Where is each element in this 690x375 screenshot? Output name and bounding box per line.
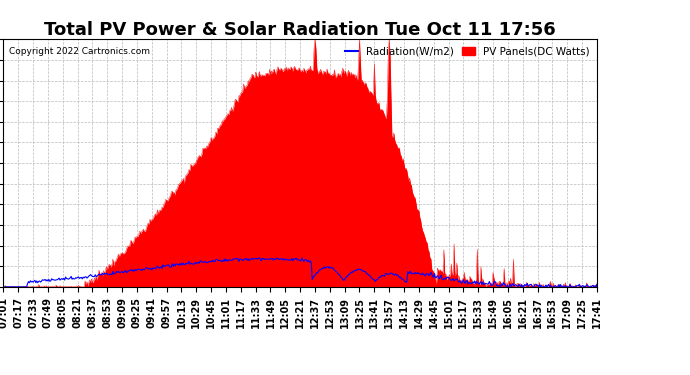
Legend: Radiation(W/m2), PV Panels(DC Watts): Radiation(W/m2), PV Panels(DC Watts): [343, 45, 591, 59]
Text: Copyright 2022 Cartronics.com: Copyright 2022 Cartronics.com: [10, 47, 150, 56]
Title: Total PV Power & Solar Radiation Tue Oct 11 17:56: Total PV Power & Solar Radiation Tue Oct…: [44, 21, 556, 39]
